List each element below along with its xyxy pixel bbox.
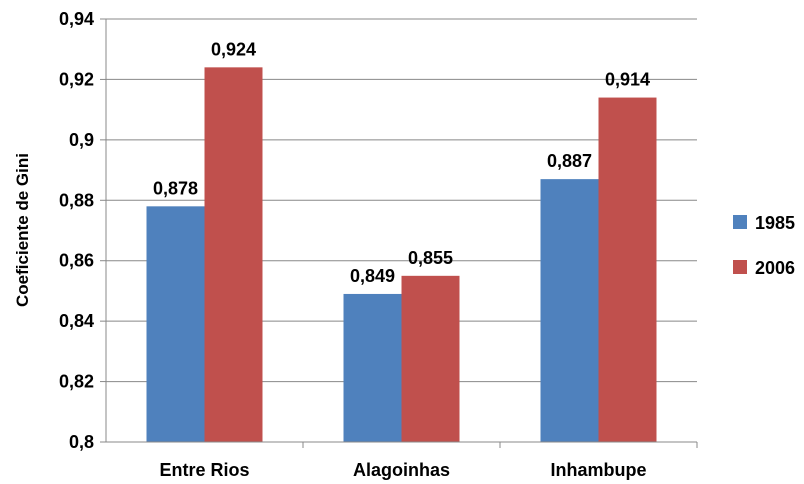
legend: 1985 2006 <box>733 213 795 278</box>
y-tick-label: 0,8 <box>69 432 94 452</box>
y-axis-title: Coeficiente de Gini <box>13 153 32 307</box>
data-label: 0,878 <box>153 178 198 198</box>
x-category-label: Inhambupe <box>550 460 646 480</box>
data-label: 0,914 <box>605 70 650 90</box>
bar-1985 <box>146 206 205 442</box>
y-tick-label: 0,88 <box>59 190 94 210</box>
y-tick-label: 0,9 <box>69 130 94 150</box>
data-labels: 0,878 0,924 0,849 0,855 0,887 0,914 <box>153 39 650 286</box>
bars <box>146 67 657 443</box>
x-category-label: Entre Rios <box>159 460 249 480</box>
bar-1985 <box>343 293 402 442</box>
y-tick-label: 0,84 <box>59 311 94 331</box>
legend-swatch <box>733 260 747 274</box>
legend-label: 2006 <box>755 258 795 278</box>
x-category-label: Alagoinhas <box>353 460 450 480</box>
data-label: 0,887 <box>547 151 592 171</box>
y-tick-label: 0,82 <box>59 372 94 392</box>
legend-swatch <box>733 215 747 229</box>
axes: 0,8 0,82 0,84 0,86 0,88 0,9 0,92 0,94 Entre Rios… <box>59 9 698 480</box>
bar-2006 <box>598 97 657 443</box>
legend-label: 1985 <box>755 213 795 233</box>
y-tick-label: 0,94 <box>59 9 94 29</box>
bar-1985 <box>540 179 599 442</box>
y-tick-label: 0,92 <box>59 69 94 89</box>
data-label: 0,924 <box>211 39 256 59</box>
bar-2006 <box>401 275 460 442</box>
data-label: 0,849 <box>350 266 395 286</box>
y-tick-label: 0,86 <box>59 251 94 271</box>
data-label: 0,855 <box>408 248 453 268</box>
bar-2006 <box>204 67 263 442</box>
